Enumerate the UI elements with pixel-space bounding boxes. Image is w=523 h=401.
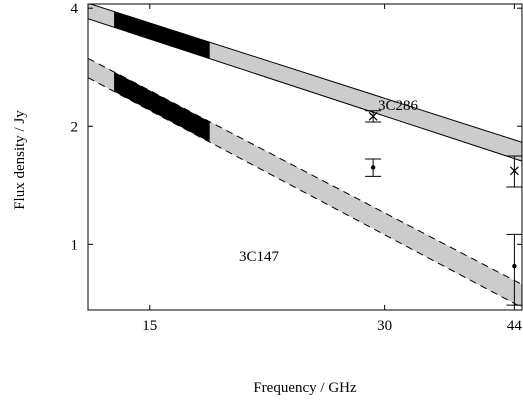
band-highlight-3c286 [114, 11, 210, 59]
y-tick-label-1: 1 [71, 237, 79, 253]
dot-marker-3c147-1 [512, 263, 517, 269]
band-highlight-3c147 [114, 71, 210, 143]
measurement-marks [365, 110, 523, 306]
band-upper-edge-3c286 [88, 4, 522, 143]
series-label-3C147: 3C147 [239, 249, 280, 265]
dot-marker-3c147-0 [370, 165, 376, 170]
plot-frame [87, 3, 523, 311]
x-axis-label: Frequency / GHz [253, 380, 357, 396]
axis-ticks: 15 30 44 1 2 4 [71, 1, 523, 334]
band-lower-edge-3c147 [88, 77, 522, 308]
x-marker-3c286-0 [368, 111, 378, 121]
x-marker-3c286-1 [509, 166, 519, 176]
series-label-3C286: 3C286 [378, 98, 419, 114]
y-axis-label: Flux density / Jy [12, 110, 28, 210]
y-tick-label-4: 4 [71, 1, 79, 17]
x-tick-label-44: 44 [507, 318, 523, 334]
band-lower-edge-3c286 [88, 18, 522, 162]
x-tick-label-15: 15 [142, 318, 157, 334]
x-tick-label-30: 30 [377, 318, 392, 334]
model-bands [88, 4, 522, 308]
y-tick-label-2: 2 [71, 119, 79, 135]
band-upper-edge-3c147 [88, 57, 522, 285]
